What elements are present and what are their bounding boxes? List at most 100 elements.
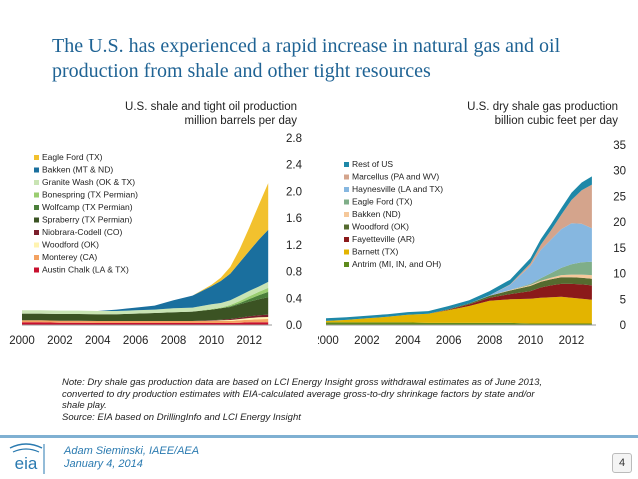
- area-series-gas-7: [326, 184, 592, 321]
- legend-swatch: [344, 174, 349, 180]
- x-tick-label: 2010: [518, 335, 544, 347]
- legend-swatch: [34, 155, 39, 160]
- legend-label: Fayetteville (AR): [352, 234, 415, 244]
- x-tick-label: 2008: [161, 335, 187, 347]
- legend-label: Marcellus (PA and WV): [352, 172, 439, 182]
- area-series-gas-1: [326, 296, 592, 324]
- eia-logo-text: eia: [15, 454, 38, 473]
- x-tick-label: 2000: [9, 335, 35, 347]
- legend-label: Monterey (CA): [42, 252, 97, 262]
- gas-chart-title: U.S. dry shale gas production billion cu…: [467, 100, 618, 128]
- legend-label: Antrim (MI, IN, and OH): [352, 259, 441, 269]
- y-tick-label: 10: [613, 269, 626, 281]
- gas-production-chart: U.S. dry shale gas production billion cu…: [318, 100, 638, 355]
- legend-label: Barnett (TX): [352, 247, 398, 257]
- oil-chart-svg: 0.0 0.4 0.8 1.2 1.6 2.0 2.4 2.8 2000 2002 2004 2006…: [9, 133, 303, 347]
- y-tick-label: 2.0: [286, 186, 302, 198]
- x-tick-label: 2002: [47, 335, 73, 347]
- legend-swatch: [344, 187, 349, 192]
- legend-swatch: [34, 192, 39, 198]
- source-line: Source: EIA based on DrillingInfo and LC…: [62, 411, 301, 423]
- slide-title-line-1: The U.S. has experienced a rapid increas…: [52, 35, 561, 57]
- legend-label: Niobrara-Codell (CO): [42, 227, 122, 237]
- legend-swatch: [34, 230, 39, 235]
- legend-swatch: [344, 212, 349, 217]
- legend-swatch: [344, 249, 349, 255]
- x-tick-label: 2006: [436, 335, 462, 347]
- area-series-gas-0: [326, 322, 592, 325]
- legend-label: Woodford (OK): [352, 222, 409, 232]
- legend-swatch: [344, 162, 349, 167]
- x-tick-label: 2006: [123, 335, 149, 347]
- gas-chart-title-line-2: billion cubic feet per day: [494, 115, 618, 127]
- eia-logo-icon: eia: [9, 443, 45, 474]
- x-tick-label: 2004: [395, 335, 421, 347]
- x-tick-label: 2000: [318, 335, 339, 347]
- area-series-gas-5: [326, 261, 592, 321]
- legend-swatch: [34, 267, 39, 273]
- area-series-oil-4: [22, 297, 269, 321]
- y-tick-label: 15: [613, 243, 626, 255]
- oil-chart-title-line-2: million barrels per day: [184, 115, 298, 127]
- y-tick-label: 2.8: [286, 133, 302, 145]
- legend-label: Wolfcamp (TX Permian): [42, 202, 133, 212]
- legend-swatch: [34, 217, 39, 223]
- y-tick-label: 0.8: [286, 267, 302, 279]
- legend-swatch: [34, 180, 39, 185]
- legend-label: Austin Chalk (LA & TX): [42, 265, 129, 275]
- page-number: 4: [612, 453, 632, 473]
- legend-label: Haynesville (LA and TX): [352, 184, 443, 194]
- y-tick-label: 25: [613, 191, 626, 203]
- gas-chart-title-line-1: U.S. dry shale gas production: [467, 101, 618, 113]
- legend-label: Eagle Ford (TX): [42, 152, 103, 162]
- legend-label: Rest of US: [352, 159, 393, 169]
- y-tick-label: 35: [613, 140, 626, 152]
- y-tick-label: 1.6: [286, 213, 302, 225]
- gas-chart-svg: 0 5 10 15 20 25 30 35 2000 2002 2004 2006 2008 2010 20…: [318, 140, 626, 347]
- y-tick-label: 0.0: [286, 320, 302, 332]
- oil-production-chart: U.S. shale and tight oil production mill…: [0, 100, 322, 355]
- footer-date: January 4, 2014: [64, 458, 143, 470]
- footer-divider: [0, 435, 638, 438]
- x-tick-label: 2012: [236, 335, 262, 347]
- x-tick-label: 2004: [85, 335, 111, 347]
- legend-swatch: [34, 205, 39, 210]
- y-tick-label: 30: [613, 166, 626, 178]
- area-series-gas-6: [326, 223, 592, 321]
- legend-label: Bonespring (TX Permian): [42, 190, 138, 200]
- note-line-3: shale play.: [62, 400, 107, 411]
- x-tick-label: 2012: [559, 335, 585, 347]
- area-series-gas-2: [326, 283, 592, 321]
- legend-swatch: [34, 255, 39, 260]
- legend-swatch: [34, 242, 39, 248]
- source-note: Note: Dry shale gas production data are …: [62, 377, 602, 423]
- legend-label: Bakken (MT & ND): [42, 165, 113, 175]
- y-tick-label: 5: [620, 294, 626, 306]
- legend-label: Granite Wash (OK & TX): [42, 177, 135, 187]
- legend-swatch: [344, 224, 349, 230]
- y-tick-label: 20: [613, 217, 626, 229]
- legend-swatch: [34, 167, 39, 173]
- y-tick-label: 0: [620, 320, 626, 332]
- legend-swatch: [344, 262, 349, 267]
- y-tick-label: 0.4: [286, 293, 303, 305]
- area-series-gas-3: [326, 277, 592, 321]
- y-tick-label: 1.2: [286, 240, 302, 252]
- legend-swatch: [344, 199, 349, 205]
- legend-label: Spraberry (TX Permian): [42, 215, 132, 225]
- area-series-gas-4: [326, 274, 592, 321]
- footer-author: Adam Sieminski, IAEE/AEA: [64, 445, 200, 457]
- slide-title-line-2: production from shale and other tight re…: [52, 60, 431, 82]
- note-line-2: converted to dry production estimates wi…: [62, 388, 535, 400]
- legend-label: Woodford (OK): [42, 240, 99, 250]
- legend-label: Bakken (ND): [352, 209, 401, 219]
- area-series-oil-0: [22, 322, 269, 325]
- area-series-oil-7: [22, 281, 269, 315]
- footer-presenter: Adam Sieminski, IAEE/AEA January 4, 2014: [64, 445, 199, 471]
- x-tick-label: 2008: [477, 335, 503, 347]
- oil-chart-title-line-1: U.S. shale and tight oil production: [125, 101, 297, 113]
- x-tick-label: 2010: [199, 335, 225, 347]
- slide-title: The U.S. has experienced a rapid increas…: [52, 34, 612, 84]
- note-line-1: Note: Dry shale gas production data are …: [62, 377, 543, 388]
- legend-swatch: [344, 237, 349, 242]
